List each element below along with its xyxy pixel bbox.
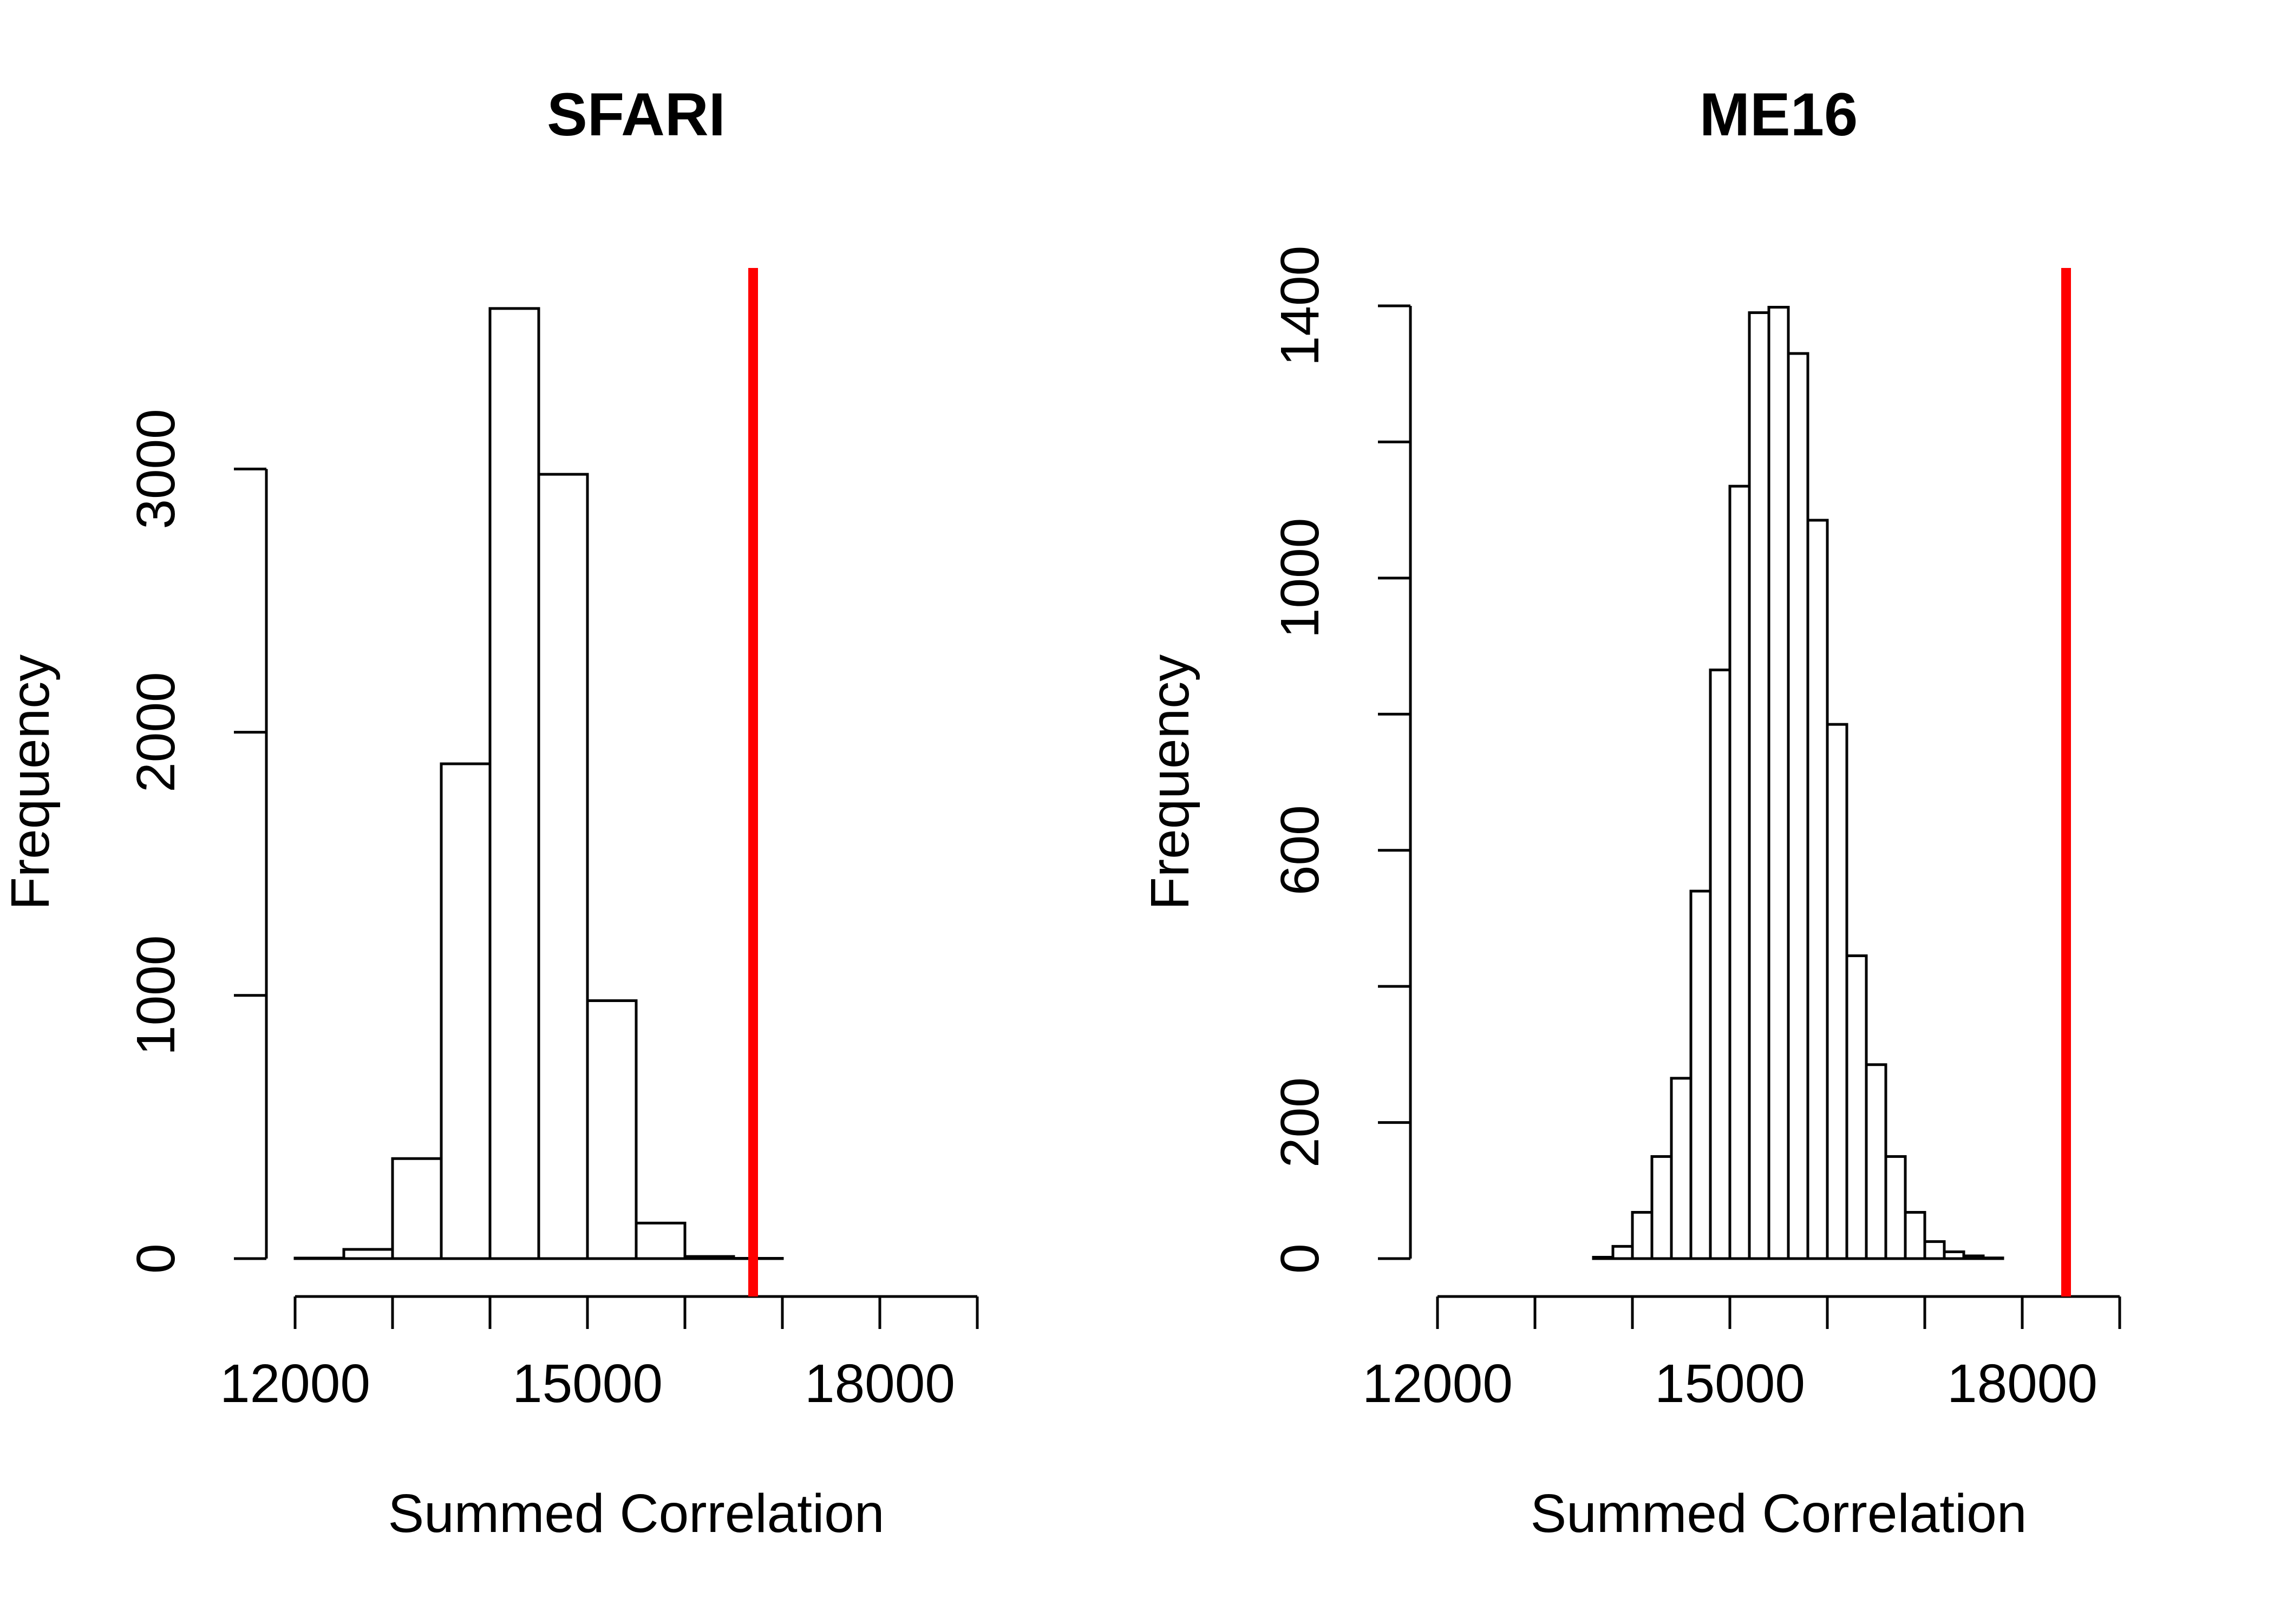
y-axis-label: Frequency bbox=[1140, 654, 1200, 910]
histogram-bar bbox=[1845, 954, 1868, 1260]
histogram-bar bbox=[1611, 1245, 1634, 1260]
y-tick-label: 200 bbox=[1270, 1077, 1330, 1168]
histogram-bar bbox=[1865, 1063, 1887, 1260]
histogram-bar bbox=[1631, 1211, 1654, 1260]
y-tick-label: 0 bbox=[1270, 1243, 1330, 1274]
y-tick-label: 2000 bbox=[126, 672, 186, 792]
histogram-bar bbox=[391, 1157, 443, 1260]
histogram-bar bbox=[1728, 484, 1751, 1260]
histogram-panel-me16: ME16 12000 15000 18000 0 200 600 1000 1400 Summed… bbox=[1140, 81, 2121, 1544]
histogram-bar bbox=[440, 762, 492, 1260]
histogram-bar bbox=[1904, 1211, 1926, 1260]
x-tick-label: 15000 bbox=[512, 1353, 663, 1414]
histogram-bar bbox=[488, 307, 540, 1260]
histogram-bar bbox=[1923, 1240, 1946, 1260]
x-axis-label: Summed Correlation bbox=[1530, 1483, 2027, 1544]
x-tick-label: 15000 bbox=[1655, 1353, 1805, 1414]
histogram-bar bbox=[1650, 1155, 1673, 1260]
histogram-bar bbox=[1748, 311, 1770, 1260]
histogram-bar bbox=[342, 1248, 394, 1260]
y-tick-label: 3000 bbox=[126, 409, 186, 529]
x-tick-label: 12000 bbox=[220, 1353, 370, 1414]
histogram-bar bbox=[1806, 519, 1829, 1260]
histogram-panel-sfari: SFARI 12000 15000 18000 0 1000 2000 3000 Summed … bbox=[0, 81, 979, 1544]
chart-title-sfari: SFARI bbox=[547, 81, 726, 148]
histogram-bar bbox=[1767, 306, 1790, 1260]
y-tick-label: 1400 bbox=[1270, 246, 1330, 366]
histogram-bar bbox=[1670, 1077, 1693, 1260]
histogram-bar bbox=[537, 473, 589, 1260]
histogram-bar bbox=[1884, 1155, 1907, 1260]
y-tick-label: 1000 bbox=[126, 935, 186, 1056]
histogram-bar bbox=[1689, 889, 1712, 1260]
histogram-bar bbox=[635, 1221, 687, 1260]
y-tick-label: 0 bbox=[126, 1243, 186, 1274]
histogram-bar bbox=[1787, 352, 1809, 1260]
histogram-bar bbox=[586, 999, 638, 1260]
y-tick-label: 600 bbox=[1270, 805, 1330, 895]
y-tick-label: 1000 bbox=[1270, 518, 1330, 638]
chart-title-me16: ME16 bbox=[1700, 81, 1858, 148]
x-tick-label: 18000 bbox=[805, 1353, 955, 1414]
x-axis-label: Summed Correlation bbox=[388, 1483, 884, 1544]
y-axis-label: Frequency bbox=[0, 654, 61, 910]
x-tick-label: 12000 bbox=[1362, 1353, 1513, 1414]
histogram-bar bbox=[1826, 723, 1848, 1260]
x-tick-label: 18000 bbox=[1947, 1353, 2097, 1414]
histogram-bar bbox=[1709, 669, 1731, 1260]
